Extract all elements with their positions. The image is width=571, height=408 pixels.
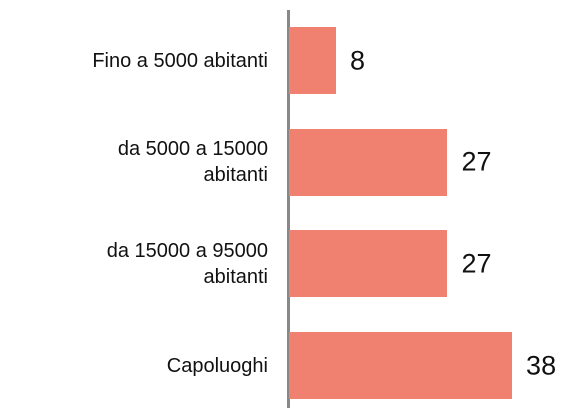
category-label: da 15000 a 95000 abitanti [106, 239, 268, 288]
bar [289, 332, 513, 400]
value-label: 38 [526, 350, 557, 381]
value-label: 27 [461, 248, 492, 279]
category-label: da 5000 a 15000 abitanti [117, 138, 268, 187]
value-label: 27 [461, 146, 492, 177]
category-label: Fino a 5000 abitanti [92, 49, 268, 72]
bar [289, 27, 336, 94]
category-label: Capoluoghi [166, 354, 268, 377]
category-axis [287, 10, 290, 408]
bar [289, 230, 448, 298]
value-label: 8 [349, 45, 365, 75]
bar [289, 128, 448, 196]
